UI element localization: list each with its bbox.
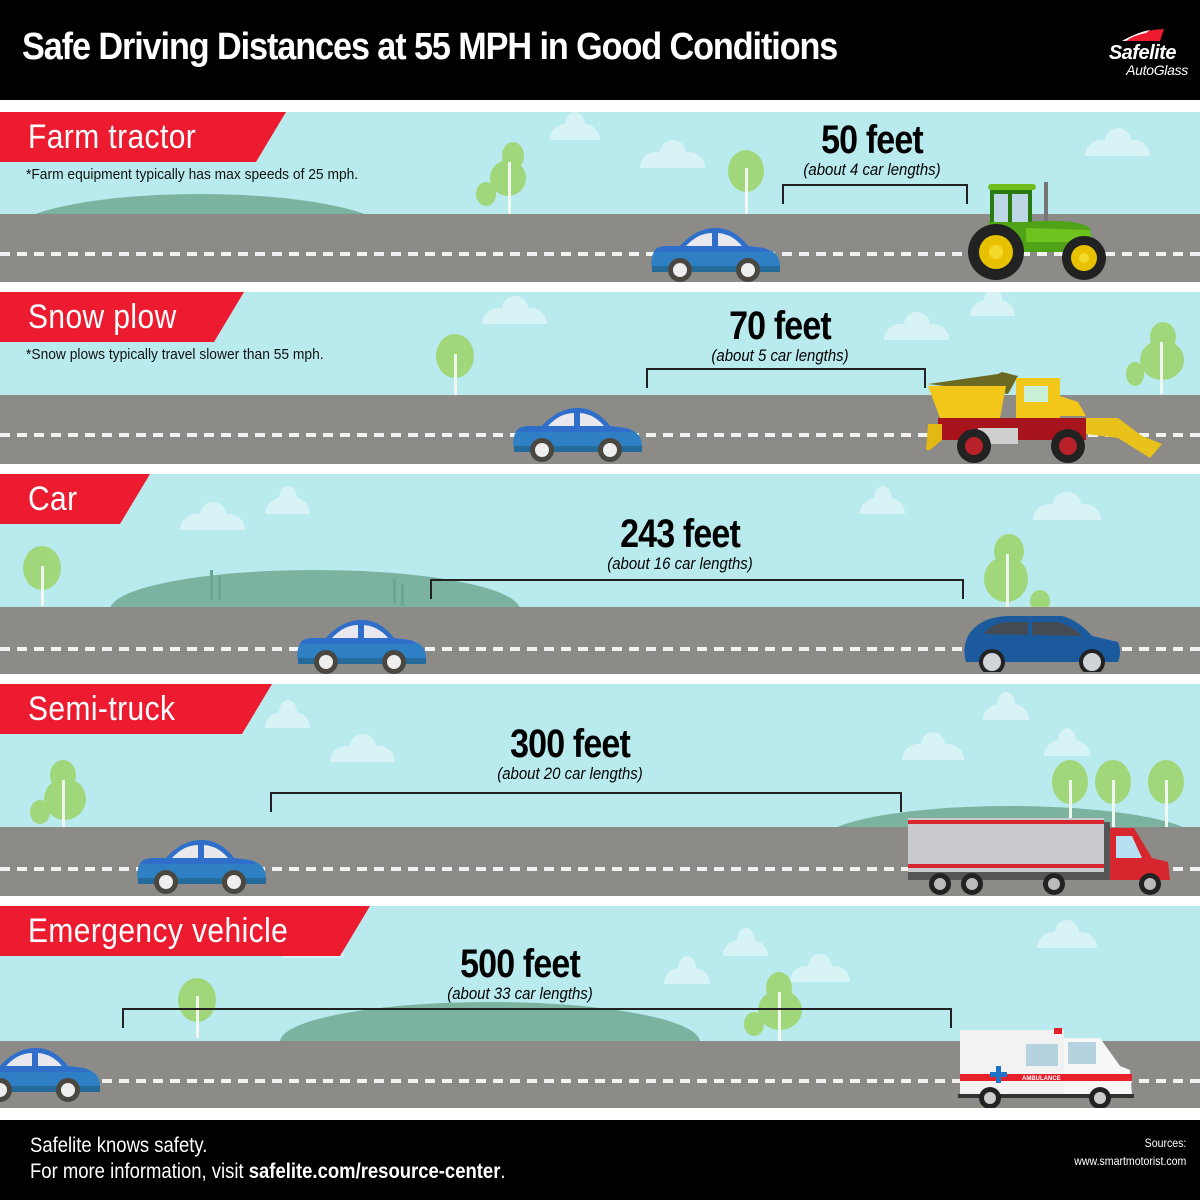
footer-info-prefix: For more information, visit <box>30 1160 249 1183</box>
svg-text:AMBULANCE: AMBULANCE <box>1022 1076 1061 1082</box>
distance-bracket <box>270 792 902 812</box>
blue-car-icon <box>292 614 430 674</box>
section-label-tab: Emergency vehicle <box>0 906 370 956</box>
panel-semi-truck: Semi-truck 300 feet (about 20 car length… <box>0 684 1200 896</box>
semi-truck-icon <box>908 818 1170 895</box>
distance-callout: 70 feet (about 5 car lengths) <box>702 306 858 366</box>
cloud <box>180 502 245 530</box>
cloud <box>1037 920 1097 948</box>
distance-callout: 300 feet (about 20 car lengths) <box>487 724 652 784</box>
section-label: Snow plow <box>28 298 177 336</box>
logo-sub: AutoGlass <box>1126 62 1188 78</box>
distance-car-lengths: (about 20 car lengths) <box>497 764 643 783</box>
footnote: *Snow plows typically travel slower than… <box>26 346 324 363</box>
section-label: Farm tractor <box>28 118 197 156</box>
distance-callout: 50 feet (about 4 car lengths) <box>794 120 950 180</box>
cloud <box>970 292 1015 316</box>
tractor-icon <box>968 182 1106 280</box>
distance-bracket <box>646 368 926 388</box>
blue-car-icon <box>0 1042 104 1102</box>
safelite-logo: Safelite AutoGlass <box>1038 28 1188 78</box>
cloud <box>884 312 949 340</box>
cloud <box>664 956 710 984</box>
distance-car-lengths: (about 4 car lengths) <box>803 160 941 179</box>
cloud <box>1085 128 1150 156</box>
panel-car: Car 243 feet (about 16 car lengths) <box>0 474 1200 674</box>
cloud <box>1033 492 1101 520</box>
distance-bracket <box>430 579 964 599</box>
footer-info-suffix: . <box>500 1160 506 1183</box>
section-label: Car <box>28 480 78 518</box>
cloud <box>1044 728 1090 756</box>
distance-feet: 70 feet <box>729 304 832 348</box>
page-title: Safe Driving Distances at 55 MPH in Good… <box>22 26 838 68</box>
cloud <box>723 928 768 956</box>
distance-bracket <box>782 184 968 204</box>
cloud <box>482 296 547 324</box>
ambulance-icon: AMBULANCE <box>958 1028 1134 1108</box>
distance-feet: 50 feet <box>821 118 924 162</box>
panel-emergency-vehicle: Emergency vehicle 500 feet (about 33 car… <box>0 906 1200 1108</box>
logo-brand: Safelite <box>1108 42 1177 64</box>
section-label-tab: Semi-truck <box>0 684 272 734</box>
sources-link[interactable]: www.smartmotorist.com <box>1073 1154 1186 1168</box>
distance-callout: 500 feet (about 33 car lengths) <box>437 944 602 1004</box>
distance-car-lengths: (about 16 car lengths) <box>607 554 753 573</box>
cloud <box>265 486 310 514</box>
snow-plow-icon <box>926 372 1162 463</box>
section-label-tab: Snow plow <box>0 292 244 342</box>
distance-callout: 243 feet (about 16 car lengths) <box>597 514 762 574</box>
panel-farm-tractor: Farm tractor *Farm equipment typically h… <box>0 112 1200 282</box>
section-label-tab: Farm tractor <box>0 112 286 162</box>
section-label-tab: Car <box>0 474 150 524</box>
resource-center-link[interactable]: safelite.com/resource-center <box>248 1160 501 1183</box>
safelite-swoosh-icon <box>1122 29 1164 41</box>
footer-info: For more information, visit safelite.com… <box>30 1160 506 1184</box>
distance-bracket <box>122 1008 952 1028</box>
blue-car-icon <box>132 834 270 894</box>
cloud <box>790 954 850 982</box>
distance-feet: 300 feet <box>510 722 631 766</box>
cloud <box>902 732 964 760</box>
cloud <box>640 140 705 168</box>
footer-tagline: Safelite knows safety. <box>30 1134 208 1157</box>
blue-car-icon <box>508 402 646 462</box>
cloud <box>265 700 310 728</box>
blue-car-icon <box>646 222 784 282</box>
hatchback-car-icon <box>964 616 1120 672</box>
footnote: *Farm equipment typically has max speeds… <box>26 166 359 183</box>
section-label: Emergency vehicle <box>28 912 289 950</box>
distance-car-lengths: (about 5 car lengths) <box>711 346 849 365</box>
distance-feet: 500 feet <box>460 942 581 986</box>
sources-label: Sources: <box>1144 1136 1186 1150</box>
cloud <box>550 112 600 140</box>
cloud <box>983 692 1029 720</box>
cloud <box>860 486 905 514</box>
cloud <box>330 734 395 762</box>
distance-feet: 243 feet <box>620 512 741 556</box>
footer-bar: Safelite knows safety. For more informat… <box>0 1120 1200 1200</box>
section-label: Semi-truck <box>28 690 176 728</box>
panel-snow-plow: Snow plow *Snow plows typically travel s… <box>0 292 1200 464</box>
header-bar: Safe Driving Distances at 55 MPH in Good… <box>0 0 1200 100</box>
distance-car-lengths: (about 33 car lengths) <box>447 984 593 1003</box>
